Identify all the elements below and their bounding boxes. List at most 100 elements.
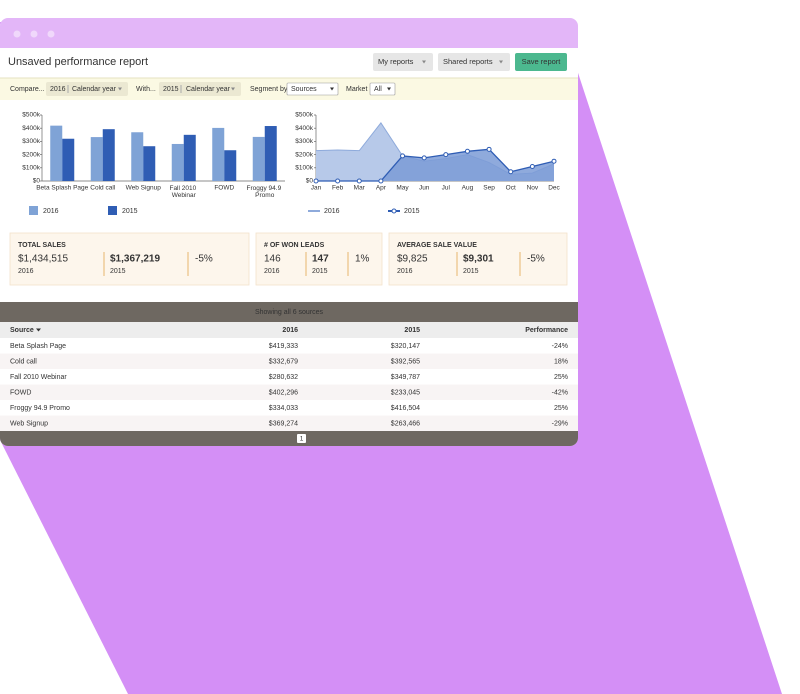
table-cell: Fall 2010 Webinar: [10, 374, 67, 381]
label-line: Froggy 94.9: [247, 185, 284, 192]
x-tick-label: Aug: [462, 185, 474, 192]
point: [464, 148, 470, 154]
window-dot: [30, 30, 38, 38]
x-tick-label: Web Signup: [126, 185, 162, 192]
table-caption: Showing all 6 sources: [255, 309, 324, 316]
kpi-current: $1,434,515: [18, 254, 68, 265]
legend-swatch: [29, 206, 38, 215]
table-cell: $280,632: [269, 374, 298, 381]
table-cell: Web Signup: [10, 420, 48, 427]
sort-arrow: [36, 328, 41, 332]
legend-label: 2016: [324, 208, 340, 215]
point: [356, 178, 362, 184]
table-caption-bar: [0, 302, 578, 322]
table-row: [0, 369, 578, 385]
x-tick-label: FOWD: [214, 185, 234, 192]
label-line: Webinar: [172, 192, 197, 199]
area: [316, 149, 554, 181]
button[interactable]: [373, 53, 433, 71]
point: [400, 153, 406, 159]
button[interactable]: [515, 53, 567, 71]
x-tick-label: Fall 2010 Webinar: [169, 185, 198, 199]
table-header: [0, 322, 578, 338]
table-cell: $349,787: [391, 374, 420, 381]
page-number: 1: [300, 435, 304, 442]
column-header: Performance: [525, 327, 568, 334]
x-tick-label: Mar: [354, 185, 366, 192]
window-dot: [13, 30, 21, 38]
line: [316, 148, 555, 182]
bar: [183, 134, 196, 181]
y-tick-label: $400k: [22, 125, 40, 132]
period-select[interactable]: [46, 82, 128, 96]
point: [313, 178, 319, 184]
button-label: Save report: [522, 57, 562, 66]
bar: [102, 129, 115, 181]
y-tick-label: $300k: [22, 138, 40, 145]
column-header: 2015: [404, 327, 420, 334]
filter-label: Segment by: [250, 86, 288, 93]
x-tick-label: Oct: [506, 185, 516, 192]
point: [443, 152, 449, 158]
market-value: All: [374, 86, 382, 93]
kpi-previous-year: 2015: [110, 268, 126, 275]
bar: [252, 136, 265, 181]
table-row: [0, 400, 578, 416]
button-label: My reports: [378, 57, 414, 66]
table-cell: Cold call: [10, 358, 37, 365]
table-cell: 25%: [554, 405, 568, 412]
y-tick-label: $500k: [295, 112, 313, 119]
legend-label: 2015: [404, 208, 420, 215]
y-tick-label: $400k: [295, 125, 313, 132]
legend-point: [391, 208, 397, 214]
table-cell: $416,504: [391, 405, 420, 412]
table-row: [0, 415, 578, 431]
kpi-change: -5%: [195, 254, 213, 265]
bar: [171, 143, 184, 181]
table-cell: -42%: [552, 389, 568, 396]
window-dot: [47, 30, 55, 38]
kpi-title: TOTAL SALES: [18, 242, 66, 249]
y-tick-label: $300k: [295, 138, 313, 145]
dropdown-arrow: [118, 87, 122, 91]
bar: [212, 127, 225, 181]
x-tick-label: Dec: [548, 185, 560, 192]
table-cell: $320,147: [391, 343, 420, 350]
table-cell: $369,274: [269, 420, 298, 427]
legend-label: 2016: [43, 208, 59, 215]
y-tick-label: $200k: [295, 151, 313, 158]
period-select[interactable]: [159, 82, 241, 96]
table-cell: $233,045: [391, 389, 420, 396]
kpi-current-year: 2016: [264, 268, 280, 275]
kpi-change: 1%: [355, 254, 370, 265]
point: [551, 158, 557, 164]
kpi-current: 146: [264, 254, 281, 265]
page-button[interactable]: [297, 434, 306, 443]
dropdown-arrow: [387, 87, 391, 91]
table-cell: 25%: [554, 374, 568, 381]
bar: [50, 125, 63, 181]
button[interactable]: [438, 53, 510, 71]
market-select[interactable]: [369, 82, 396, 96]
segment-select[interactable]: [286, 82, 339, 96]
bar: [224, 150, 237, 181]
window-title: Unsaved performance report: [8, 56, 148, 68]
table-cell: $332,679: [269, 358, 298, 365]
dropdown-arrow: [231, 87, 235, 91]
x-tick-label: Nov: [527, 185, 539, 192]
column-header: 2016: [282, 327, 298, 334]
table-row: [0, 353, 578, 369]
x-tick-label: Feb: [332, 185, 344, 192]
column-header: Source: [10, 327, 34, 334]
x-tick-label: Apr: [376, 185, 387, 192]
kpi-title: # OF WON LEADS: [264, 242, 325, 249]
segment-value: Sources: [291, 86, 317, 93]
point: [508, 169, 514, 175]
kpi-previous: $9,301: [463, 254, 494, 265]
table-cell: -29%: [552, 420, 568, 427]
x-tick-label: Jul: [442, 185, 451, 192]
button-label: Shared reports: [443, 57, 493, 66]
kpi-current-year: 2016: [397, 268, 413, 275]
y-tick-label: $100k: [22, 165, 40, 172]
